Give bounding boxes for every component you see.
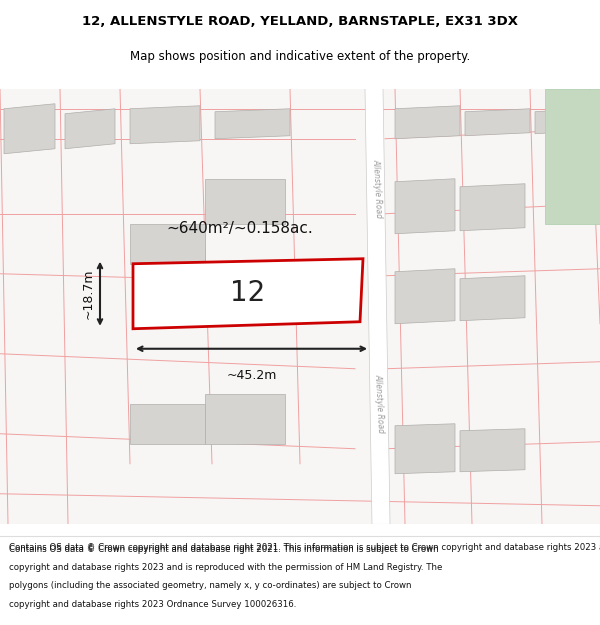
Polygon shape: [395, 179, 455, 234]
Polygon shape: [0, 89, 600, 524]
Text: Map shows position and indicative extent of the property.: Map shows position and indicative extent…: [130, 50, 470, 62]
Polygon shape: [4, 104, 55, 154]
Polygon shape: [395, 424, 455, 474]
Polygon shape: [545, 89, 600, 224]
Polygon shape: [130, 106, 200, 144]
Polygon shape: [460, 429, 525, 472]
Text: copyright and database rights 2023 and is reproduced with the permission of HM L: copyright and database rights 2023 and i…: [9, 563, 442, 572]
Polygon shape: [460, 184, 525, 231]
Text: 12: 12: [230, 279, 265, 308]
Text: Allenstyle Road: Allenstyle Road: [371, 159, 383, 219]
Text: copyright and database rights 2023 Ordnance Survey 100026316.: copyright and database rights 2023 Ordna…: [9, 599, 296, 609]
Text: ~45.2m: ~45.2m: [226, 369, 277, 382]
Text: ~640m²/~0.158ac.: ~640m²/~0.158ac.: [167, 221, 313, 236]
Polygon shape: [205, 394, 285, 444]
Polygon shape: [365, 89, 390, 524]
Polygon shape: [395, 269, 455, 324]
Polygon shape: [205, 179, 285, 224]
Polygon shape: [130, 224, 205, 264]
Polygon shape: [535, 109, 585, 134]
Polygon shape: [460, 276, 525, 321]
Text: Contains OS data © Crown copyright and database right 2021. This information is : Contains OS data © Crown copyright and d…: [9, 543, 600, 552]
Text: ~18.7m: ~18.7m: [82, 269, 95, 319]
Text: Contains OS data © Crown copyright and database right 2021. This information is : Contains OS data © Crown copyright and d…: [9, 545, 439, 554]
Polygon shape: [465, 109, 530, 136]
Text: 12, ALLENSTYLE ROAD, YELLAND, BARNSTAPLE, EX31 3DX: 12, ALLENSTYLE ROAD, YELLAND, BARNSTAPLE…: [82, 16, 518, 28]
Text: polygons (including the associated geometry, namely x, y co-ordinates) are subje: polygons (including the associated geome…: [9, 581, 412, 591]
Text: Allenstyle Road: Allenstyle Road: [373, 374, 385, 434]
Polygon shape: [215, 109, 290, 139]
Polygon shape: [395, 106, 460, 139]
Polygon shape: [130, 404, 205, 444]
Polygon shape: [65, 109, 115, 149]
Polygon shape: [133, 259, 363, 329]
